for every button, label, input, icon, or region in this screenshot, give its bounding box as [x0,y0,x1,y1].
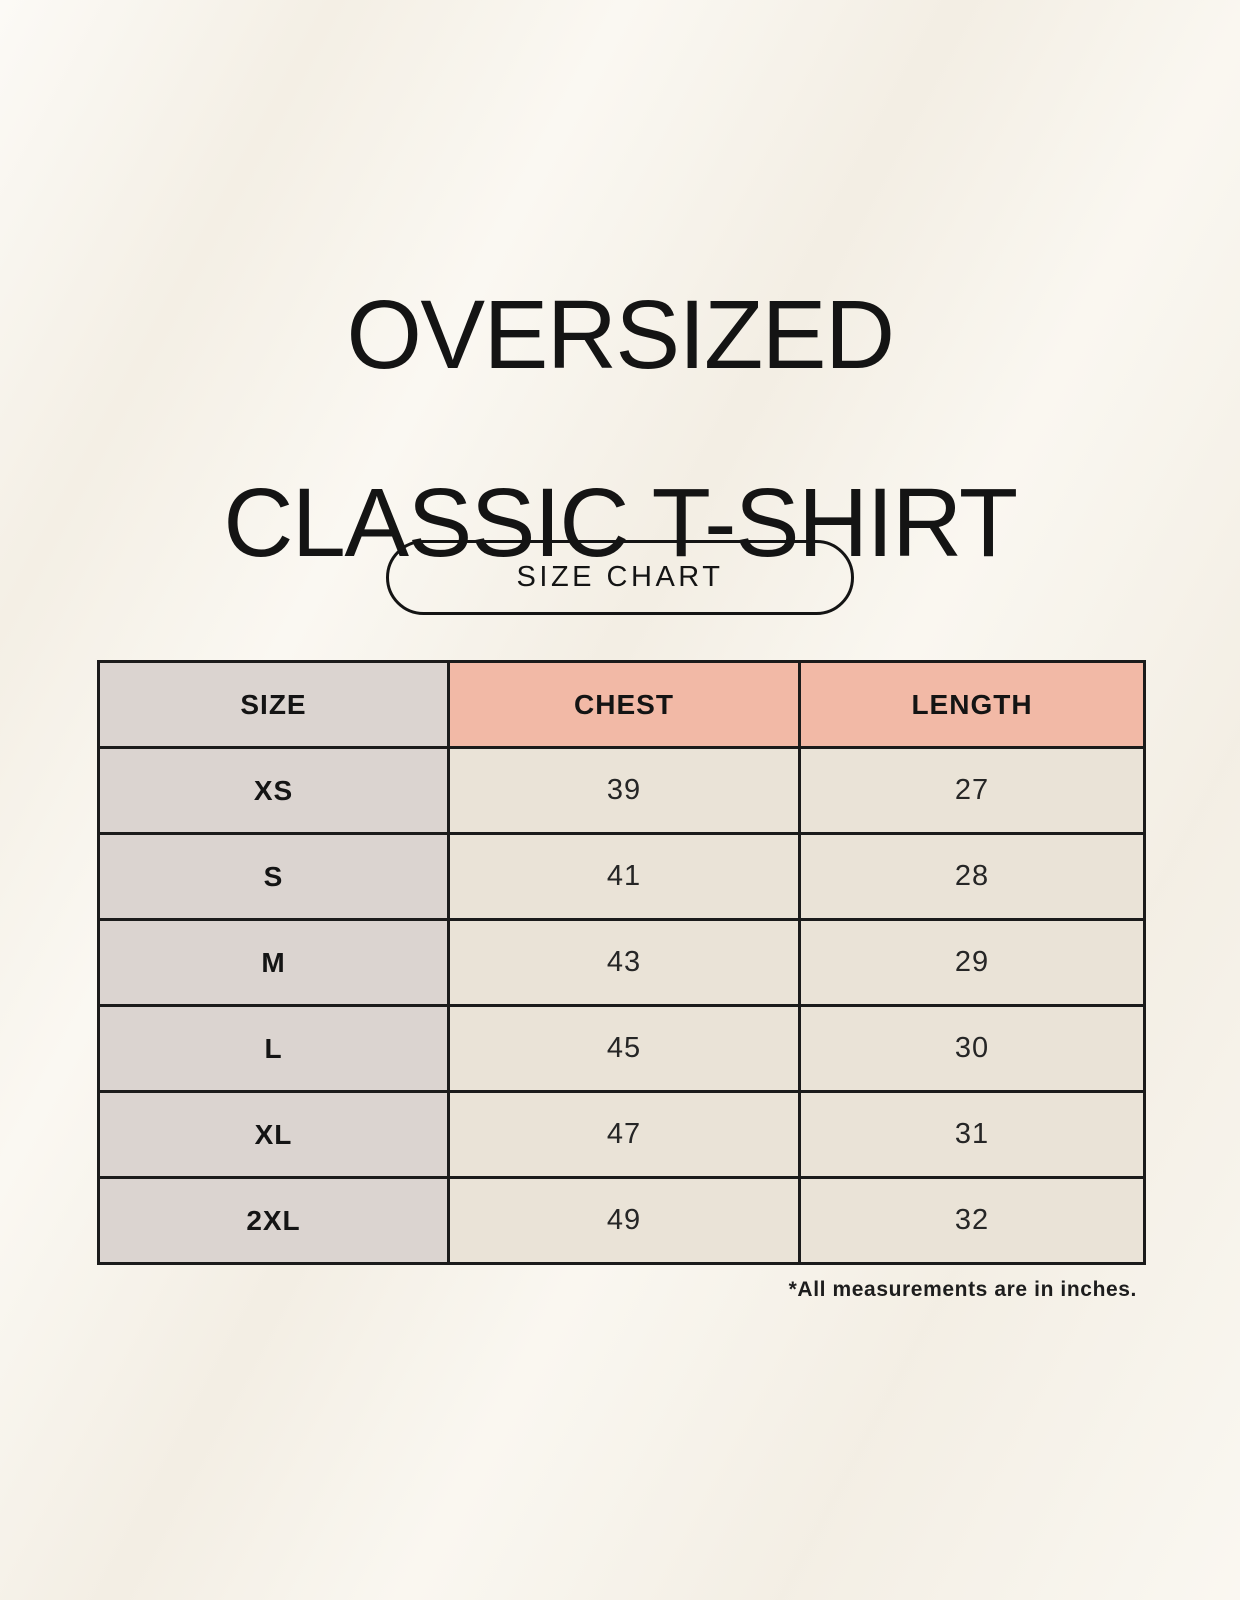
length-cell: 29 [798,918,1146,1007]
chest-cell: 39 [447,746,801,835]
size-cell: L [97,1004,450,1093]
chest-cell: 49 [447,1176,801,1265]
column-header-size: SIZE [97,660,450,749]
length-cell: 28 [798,832,1146,921]
page-title-line1: OVERSIZED [346,280,895,389]
length-cell: 32 [798,1176,1146,1265]
chest-cell: 41 [447,832,801,921]
size-cell: XS [97,746,450,835]
size-chart-table: SIZE CHEST LENGTH XS 39 27 S 41 28 M 43 … [97,660,1146,1265]
length-cell: 30 [798,1004,1146,1093]
table-row: XL 47 31 [97,1090,1146,1179]
size-chart-badge-label: SIZE CHART [516,561,724,593]
size-chart-badge[interactable]: SIZE CHART [386,540,854,615]
chest-cell: 43 [447,918,801,1007]
table-header-row: SIZE CHEST LENGTH [97,660,1146,749]
table-row: M 43 29 [97,918,1146,1007]
table-row: 2XL 49 32 [97,1176,1146,1265]
page-title: OVERSIZED CLASSIC T-SHIRT [0,286,1240,571]
size-cell: M [97,918,450,1007]
table-row: S 41 28 [97,832,1146,921]
measurements-footnote: *All measurements are in inches. [788,1278,1137,1301]
length-cell: 31 [798,1090,1146,1179]
page-title-line2: CLASSIC T-SHIRT [223,468,1018,577]
table-row: L 45 30 [97,1004,1146,1093]
size-cell: 2XL [97,1176,450,1265]
size-cell: S [97,832,450,921]
column-header-length: LENGTH [798,660,1146,749]
table-row: XS 39 27 [97,746,1146,835]
chest-cell: 45 [447,1004,801,1093]
chest-cell: 47 [447,1090,801,1179]
size-cell: XL [97,1090,450,1179]
length-cell: 27 [798,746,1146,835]
column-header-chest: CHEST [447,660,801,749]
